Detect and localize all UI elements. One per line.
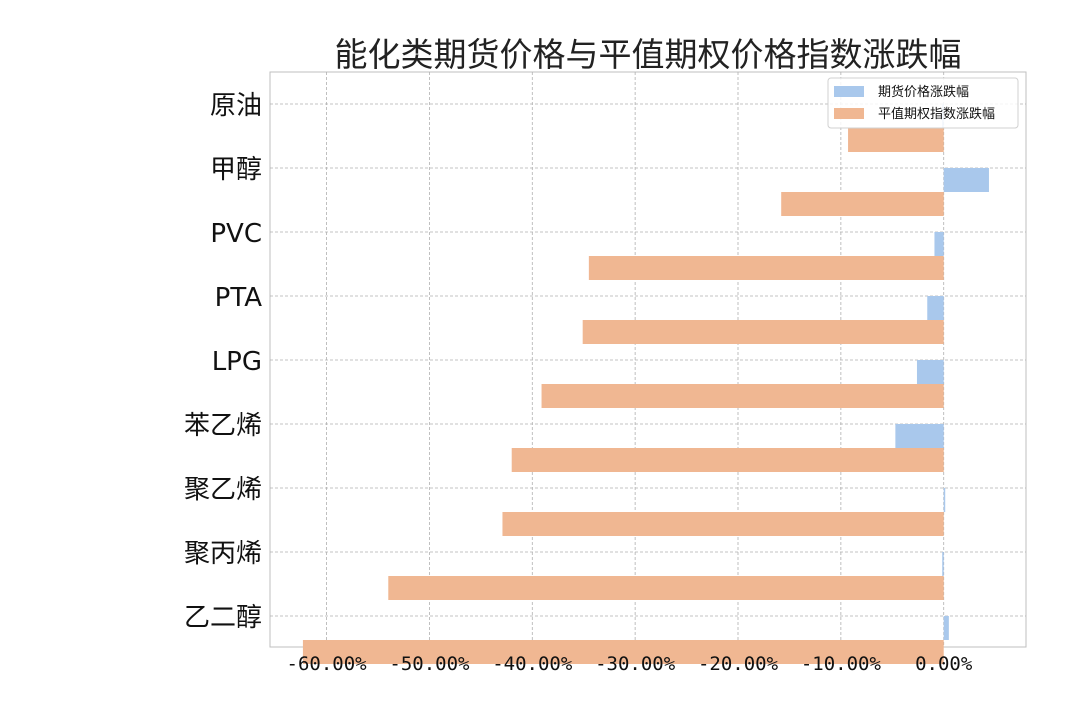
options-bar (502, 512, 944, 536)
futures-bar (934, 232, 944, 256)
category-label: 原油 (210, 91, 262, 121)
options-bar (588, 256, 944, 280)
legend: 期货价格涨跌幅 平值期权指数涨跌幅 (827, 77, 1019, 129)
x-tick-label: -10.00% (801, 653, 882, 675)
category-label: 甲醇 (210, 155, 262, 185)
legend-label-options: 平值期权指数涨跌幅 (878, 106, 995, 122)
category-label: 聚乙烯 (184, 475, 262, 505)
options-bar (781, 192, 944, 216)
bars (302, 104, 989, 664)
plot-area-frame (269, 71, 1027, 648)
category-label: 乙二醇 (184, 603, 262, 633)
legend-box (827, 77, 1019, 129)
x-tick-label: -60.00% (287, 653, 368, 675)
options-bar (541, 384, 944, 408)
x-tick-label: 0.00% (915, 653, 973, 675)
options-bar (302, 640, 944, 664)
grid-lines (270, 72, 1026, 647)
category-label: 苯乙烯 (184, 411, 262, 441)
category-label: 聚丙烯 (184, 539, 262, 569)
x-tick-label: -30.00% (595, 653, 676, 675)
futures-bar (927, 296, 944, 320)
legend-label-futures: 期货价格涨跌幅 (878, 84, 969, 100)
legend-swatch-futures (834, 86, 864, 97)
chart-title: 能化类期货价格与平值期权价格指数涨跌幅 (335, 35, 962, 74)
category-label: PVC (210, 219, 262, 249)
category-label: LPG (212, 347, 262, 377)
futures-bar (943, 616, 949, 640)
futures-bar (943, 168, 989, 192)
x-tick-label: -40.00% (492, 653, 573, 675)
x-tick-labels: -60.00% -50.00% -40.00% -30.00% -20.00% -10.0… (287, 653, 973, 675)
x-tick-label: -50.00% (389, 653, 470, 675)
futures-bar (895, 424, 944, 448)
options-bar (388, 576, 944, 600)
x-tick-label: -20.00% (698, 653, 779, 675)
options-bar (582, 320, 944, 344)
options-bar (511, 448, 944, 472)
options-bar (848, 128, 944, 152)
futures-bar (942, 552, 944, 576)
category-label: PTA (215, 283, 263, 313)
futures-bar (916, 360, 944, 384)
legend-swatch-options (834, 108, 864, 119)
futures-bar (943, 488, 946, 512)
